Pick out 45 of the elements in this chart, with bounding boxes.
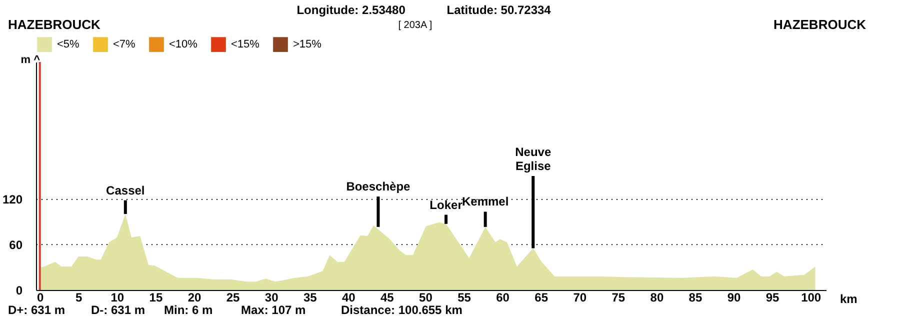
x-tick-label: 85 <box>688 290 702 304</box>
legend-label: <10% <box>169 38 198 51</box>
y-tick-label: 120 <box>2 192 23 206</box>
annotation: Cassel <box>106 183 145 198</box>
text: Longitude: 2.53480 <box>296 3 406 17</box>
text: HAZEBROUCK <box>774 17 867 32</box>
legend-label: >15% <box>293 38 322 51</box>
text: HAZEBROUCK <box>8 17 102 32</box>
x-tick-label: 5 <box>76 290 83 304</box>
y-tick-label: 60 <box>9 238 23 252</box>
x-tick-label: 55 <box>458 290 472 304</box>
x-tick-label: 15 <box>149 290 163 304</box>
legend-label: <7% <box>113 38 136 51</box>
text: Max: 107 m <box>241 303 306 317</box>
x-tick-label: 35 <box>303 290 318 304</box>
x-tick-label: 0 <box>37 290 44 304</box>
annotation: Neuve Eglise <box>515 145 552 173</box>
x-tick-label: 75 <box>612 290 626 304</box>
text: D-: 631 m <box>91 303 146 317</box>
legend-label: <15% <box>231 38 260 51</box>
x-tick-label: 80 <box>650 290 664 304</box>
legend-label: <5% <box>57 38 80 51</box>
annotation: Boeschèpe <box>346 180 411 194</box>
x-tick-label: 45 <box>380 290 394 304</box>
annotation: Kemmel <box>462 194 509 209</box>
text: Latitude: 50.72334 <box>446 3 552 17</box>
x-tick-label: 50 <box>419 290 433 304</box>
x-tick-label: 65 <box>534 290 548 304</box>
x-tick-label: 95 <box>766 290 780 304</box>
x-tick-label: 40 <box>342 290 356 304</box>
x-tick-label: 10 <box>110 290 124 304</box>
x-tick-label: 60 <box>496 290 510 304</box>
x-axis-title: km <box>840 292 858 306</box>
text: Min: 6 m <box>164 303 213 317</box>
x-tick-label: 70 <box>573 290 587 304</box>
x-tick-label: 30 <box>264 290 279 304</box>
x-tick-label: 90 <box>727 290 742 304</box>
text: Distance: 100.655 km <box>341 303 462 317</box>
y-axis-title: m ^ <box>20 54 41 66</box>
x-tick-label: 25 <box>226 290 240 304</box>
text: [ 203A ] <box>398 20 432 31</box>
x-tick-label: 100 <box>801 290 822 304</box>
annotation: Loker <box>430 198 463 212</box>
x-tick-label: 20 <box>188 290 202 304</box>
text: D+: 631 m <box>8 303 66 317</box>
